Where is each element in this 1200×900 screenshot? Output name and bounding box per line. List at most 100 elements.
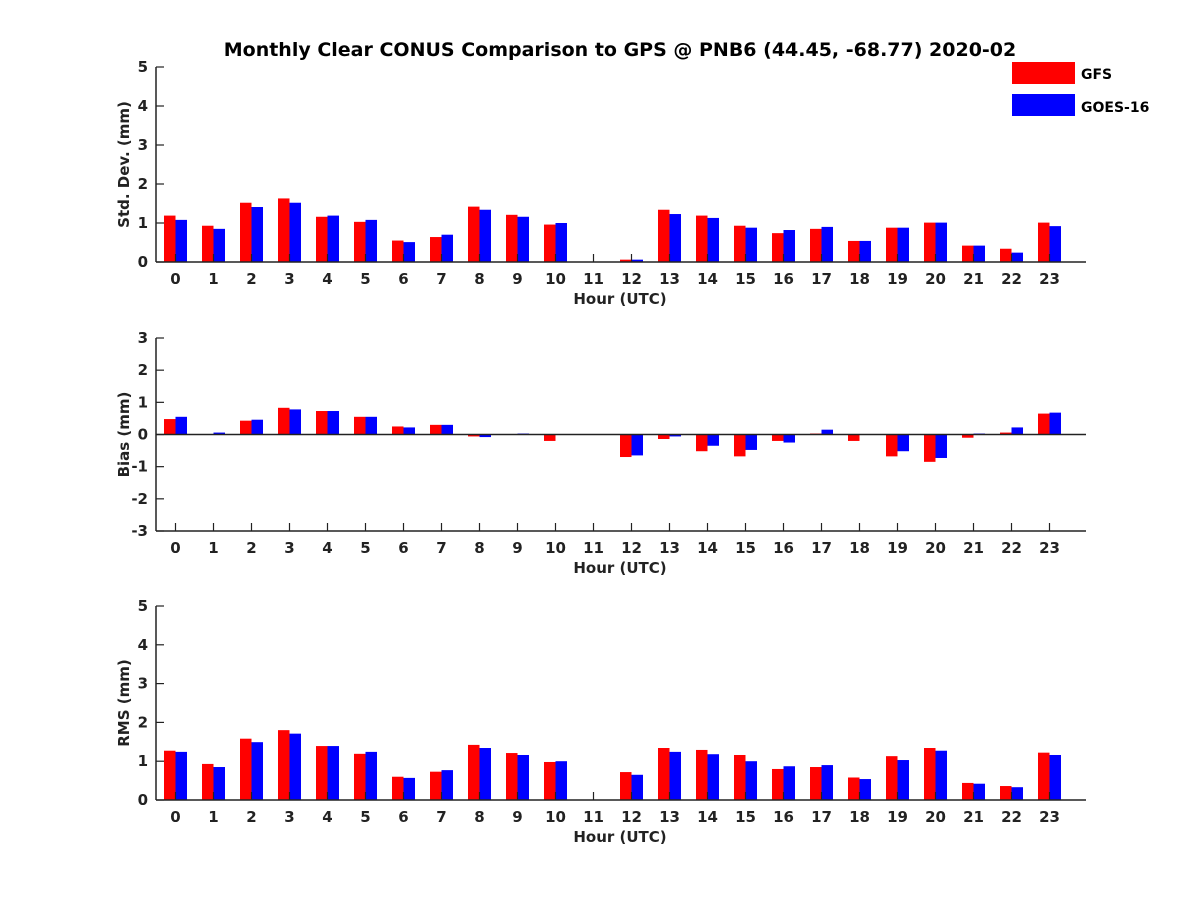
bar-gfs-hour-8 [468, 206, 480, 262]
bar-goes16-hour-6 [403, 242, 415, 262]
bar-gfs-hour-12 [620, 772, 632, 800]
bar-goes16-hour-13 [669, 434, 681, 437]
bar-gfs-hour-5 [354, 221, 366, 262]
bar-goes16-hour-12 [631, 259, 643, 262]
bar-goes16-hour-5 [365, 219, 377, 262]
bar-gfs-hour-14 [696, 215, 708, 262]
bar-gfs-hour-9 [506, 214, 518, 262]
bar-goes16-hour-1 [213, 767, 225, 800]
x-tick-label: 12 [621, 539, 642, 557]
x-tick-label: 8 [474, 539, 484, 557]
y-axis-label: Bias (mm) [115, 392, 133, 478]
bar-goes16-hour-12 [631, 434, 643, 456]
bar-goes16-hour-7 [441, 234, 453, 262]
bar-gfs-hour-8 [468, 434, 480, 437]
y-tick-label: -2 [131, 490, 148, 508]
bar-goes16-hour-19 [897, 434, 909, 452]
bar-goes16-hour-7 [441, 770, 453, 800]
x-tick-label: 1 [208, 808, 218, 826]
bar-goes16-hour-17 [821, 429, 833, 435]
bar-gfs-hour-14 [696, 749, 708, 800]
x-tick-label: 7 [436, 808, 446, 826]
x-tick-label: 11 [583, 808, 604, 826]
y-tick-label: 2 [138, 175, 148, 193]
x-tick-label: 23 [1039, 808, 1060, 826]
bar-gfs-hour-21 [962, 782, 974, 800]
bar-gfs-hour-15 [734, 434, 746, 457]
x-tick-label: 22 [1001, 539, 1022, 557]
y-axis-label: RMS (mm) [115, 659, 133, 746]
bar-goes16-hour-3 [289, 202, 301, 262]
y-tick-label: 0 [138, 253, 148, 271]
x-tick-label: 7 [436, 539, 446, 557]
x-axis-label: Hour (UTC) [573, 290, 666, 308]
bar-gfs-hour-4 [316, 411, 328, 435]
bar-gfs-hour-0 [164, 419, 176, 435]
y-axis-label: Std. Dev. (mm) [115, 101, 133, 228]
x-tick-label: 11 [583, 270, 604, 288]
bar-gfs-hour-1 [202, 763, 214, 800]
x-tick-label: 21 [963, 808, 984, 826]
y-tick-label: 1 [138, 393, 148, 411]
bar-goes16-hour-10 [555, 223, 567, 262]
y-tick-label: 4 [138, 636, 148, 654]
x-tick-label: 10 [545, 539, 566, 557]
bar-goes16-hour-15 [745, 761, 757, 800]
x-tick-label: 17 [811, 808, 832, 826]
x-tick-label: 8 [474, 270, 484, 288]
x-tick-label: 5 [360, 270, 370, 288]
bar-goes16-hour-17 [821, 226, 833, 262]
bar-goes16-hour-14 [707, 754, 719, 800]
bar-gfs-hour-18 [848, 434, 860, 441]
x-tick-label: 5 [360, 808, 370, 826]
bar-gfs-hour-10 [544, 434, 556, 441]
x-tick-label: 20 [925, 808, 946, 826]
bar-goes16-hour-2 [251, 207, 263, 262]
bar-goes16-hour-21 [973, 783, 985, 800]
bar-goes16-hour-16 [783, 434, 795, 443]
bar-gfs-hour-1 [202, 225, 214, 262]
legend-label-gfs: GFS [1081, 67, 1112, 83]
y-tick-label: 4 [138, 97, 148, 115]
bar-goes16-hour-3 [289, 409, 301, 435]
bar-gfs-hour-19 [886, 227, 898, 262]
bar-goes16-hour-5 [365, 751, 377, 800]
bar-gfs-hour-3 [278, 730, 290, 800]
y-tick-label: 3 [138, 675, 148, 693]
bar-gfs-hour-5 [354, 416, 366, 435]
x-tick-label: 15 [735, 539, 756, 557]
bar-goes16-hour-0 [175, 751, 187, 800]
bar-gfs-hour-22 [1000, 432, 1012, 435]
x-tick-label: 21 [963, 270, 984, 288]
x-tick-label: 13 [659, 270, 680, 288]
bar-goes16-hour-21 [973, 245, 985, 262]
bar-gfs-hour-9 [506, 753, 518, 800]
bar-gfs-hour-23 [1038, 413, 1050, 435]
bar-gfs-hour-21 [962, 245, 974, 262]
bar-goes16-hour-13 [669, 751, 681, 800]
x-tick-label: 19 [887, 539, 908, 557]
x-tick-label: 13 [659, 539, 680, 557]
bar-goes16-hour-1 [213, 228, 225, 262]
bar-gfs-hour-3 [278, 407, 290, 435]
bar-gfs-hour-22 [1000, 248, 1012, 262]
x-tick-label: 6 [398, 539, 408, 557]
bar-goes16-hour-18 [859, 779, 871, 800]
bar-goes16-hour-8 [479, 209, 491, 262]
x-tick-label: 15 [735, 808, 756, 826]
legend-swatch-goes16 [1012, 94, 1075, 116]
y-tick-label: 3 [138, 136, 148, 154]
bar-goes16-hour-20 [935, 222, 947, 262]
bar-goes16-hour-4 [327, 411, 339, 435]
bar-gfs-hour-20 [924, 748, 936, 800]
bar-goes16-hour-16 [783, 766, 795, 800]
x-tick-label: 20 [925, 539, 946, 557]
bar-gfs-hour-7 [430, 424, 442, 435]
x-tick-label: 18 [849, 808, 870, 826]
bar-gfs-hour-2 [240, 738, 252, 800]
bar-gfs-hour-2 [240, 420, 252, 435]
x-tick-label: 9 [512, 808, 522, 826]
bar-gfs-hour-4 [316, 746, 328, 800]
bar-gfs-hour-12 [620, 434, 632, 458]
